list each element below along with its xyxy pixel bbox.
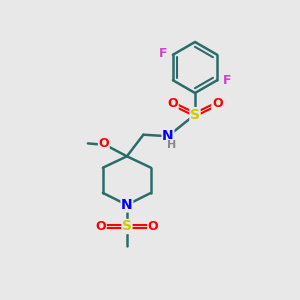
Text: N: N [121, 198, 133, 212]
Text: F: F [159, 47, 168, 60]
Text: N: N [162, 129, 174, 143]
Text: O: O [148, 220, 158, 233]
Text: O: O [167, 97, 178, 110]
Text: H: H [167, 140, 176, 150]
Text: S: S [190, 108, 200, 122]
Text: O: O [98, 137, 109, 150]
Text: F: F [222, 74, 231, 87]
Text: S: S [122, 220, 132, 233]
Text: O: O [95, 220, 106, 233]
Text: O: O [212, 97, 223, 110]
